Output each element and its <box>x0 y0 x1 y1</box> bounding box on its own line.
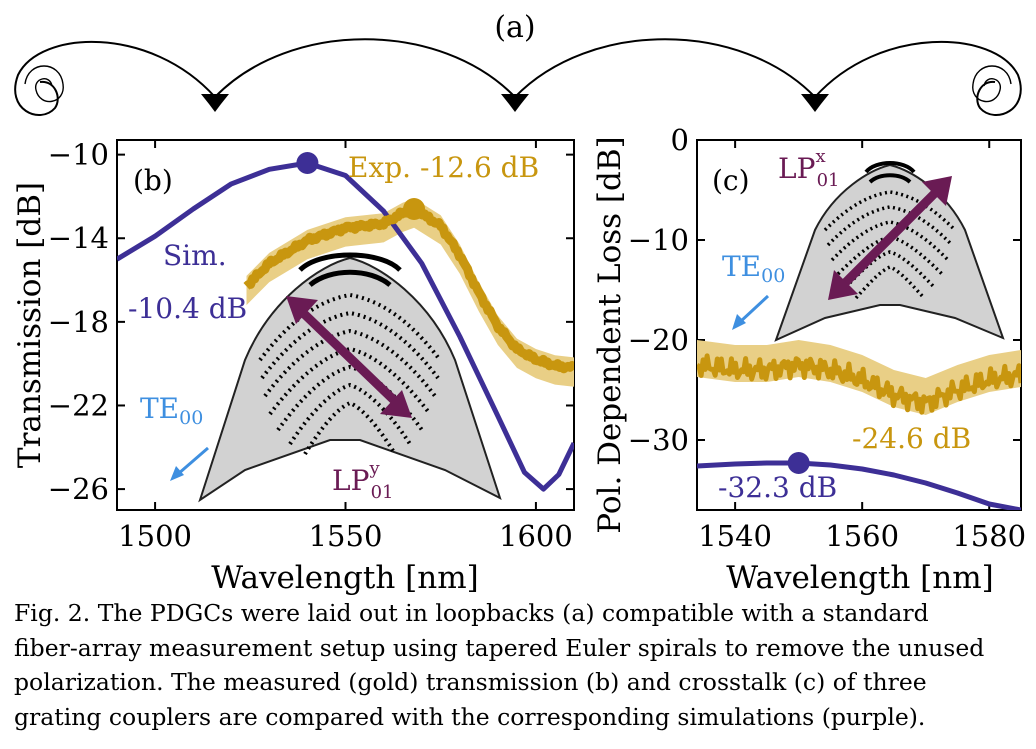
grating-arcs-c <box>864 161 916 184</box>
coupler-body-b <box>198 256 502 503</box>
panel-b-label: (b) <box>133 164 173 197</box>
grating-coupler-3 <box>801 94 829 112</box>
y-tick-label: −10 <box>628 223 689 257</box>
sim-line <box>117 160 574 492</box>
lp01-x-label: LPx 01 <box>778 146 840 191</box>
lp01-y-label: LPy 01 <box>332 458 394 503</box>
x-tick-label: 1500 <box>118 519 192 553</box>
annotation-exp-c: -24.6 dB <box>852 422 971 455</box>
annotation-sim-c: -32.3 dB <box>718 471 837 504</box>
sim-peak-marker <box>787 452 810 474</box>
lp-sup-c: x <box>815 146 825 167</box>
x-tick-label: 1560 <box>825 519 899 553</box>
panel-c-label: (c) <box>712 164 750 197</box>
panel-a-label: (a) <box>494 10 535 45</box>
caption-line-4: grating couplers are compared with the c… <box>14 702 926 731</box>
panel-a-layout: (a) <box>14 10 1022 116</box>
x-tick-label: 1550 <box>309 519 383 553</box>
x-tick-label: 1600 <box>499 519 573 553</box>
grating-coupler-2 <box>501 94 529 112</box>
coupler-inset-b <box>170 252 502 503</box>
y-tick-label: −18 <box>48 305 109 339</box>
lp-sup-b: y <box>368 458 380 479</box>
lp-sub-b: 01 <box>371 482 394 503</box>
y-tick-label: −22 <box>48 388 109 422</box>
y-tick-label: −10 <box>48 138 109 172</box>
exp-band-b <box>246 198 574 387</box>
panel-b-transmission: 1500 1550 1600 −10 −14 −18 −22 −26 (b) Exp. -12… <box>12 138 575 596</box>
panel-c-xlabel: Wavelength [nm] <box>726 560 993 596</box>
annotation-sim-b-line1: Sim. <box>163 239 227 272</box>
panel-b-ylabel: Transmission [dB] <box>12 182 48 468</box>
lp-sub-c: 01 <box>817 170 840 191</box>
panel-c-ticks: 1540 1560 1580 0 −10 −20 −30 <box>628 123 1026 553</box>
figure-caption: Fig. 2. The PDGCs were laid out in loopb… <box>14 596 1024 734</box>
panel-b-ticks: 1500 1550 1600 −10 −14 −18 −22 −26 <box>48 138 574 553</box>
panel-c-ylabel: Pol. Dependent Loss [dB] <box>592 136 628 533</box>
exp-line <box>697 353 1021 415</box>
lp-text-b: LP <box>332 464 369 497</box>
te00-arrow-c <box>732 294 770 330</box>
sim-curve-b <box>117 160 574 492</box>
grating-lines-b <box>258 292 442 456</box>
te-sub-b: 00 <box>179 407 203 429</box>
caption-line-3: polarization. The measured (gold) transm… <box>14 668 927 696</box>
coupler-inset-c <box>732 161 1005 342</box>
sim-curve-c <box>697 460 1021 510</box>
y-tick-label: −26 <box>48 472 109 506</box>
annotation-sim-b-line2: -10.4 dB <box>128 292 247 325</box>
y-tick-label: −20 <box>628 323 689 357</box>
exp-curve-c <box>697 353 1021 415</box>
y-tick-label: −30 <box>628 423 689 457</box>
lp-text-c: LP <box>778 152 815 185</box>
te00-label-c: TE00 <box>722 250 785 287</box>
markers-b <box>296 151 426 220</box>
lp01-y-arrow <box>286 296 412 418</box>
spiral-left <box>24 65 64 103</box>
x-tick-label: 1580 <box>952 519 1026 553</box>
spiral-right <box>972 65 1012 103</box>
caption-line-1: Fig. 2. The PDGCs were laid out in loopb… <box>14 599 929 627</box>
exp-peak-marker <box>403 197 426 220</box>
te00-label-b: TE00 <box>140 392 203 429</box>
lp01-x-arrow <box>828 176 952 300</box>
y-tick-label: −14 <box>48 221 109 255</box>
figure-2: (a) 1500 1550 1600 −10 −14 −18 −22 −26 <box>12 10 1026 596</box>
sim-peak-marker <box>296 151 319 174</box>
te-text-c: TE <box>722 250 761 283</box>
grating-arcs-b <box>298 252 402 287</box>
loopback-waveguide <box>14 38 1022 116</box>
te00-arrow-b <box>170 446 209 481</box>
markers-c <box>787 452 810 474</box>
sim-line <box>697 460 1021 510</box>
te-text-b: TE <box>140 392 179 425</box>
grating-coupler-1 <box>201 94 229 112</box>
y-tick-label: 0 <box>671 123 689 157</box>
panel-c-axes-frame <box>696 139 1022 511</box>
te-sub-c: 00 <box>761 265 785 287</box>
x-tick-label: 1540 <box>698 519 772 553</box>
caption-line-2: fiber-array measurement setup using tape… <box>14 633 985 662</box>
panel-b-xlabel: Wavelength [nm] <box>211 560 478 596</box>
annotation-exp-b: Exp. -12.6 dB <box>348 151 539 184</box>
